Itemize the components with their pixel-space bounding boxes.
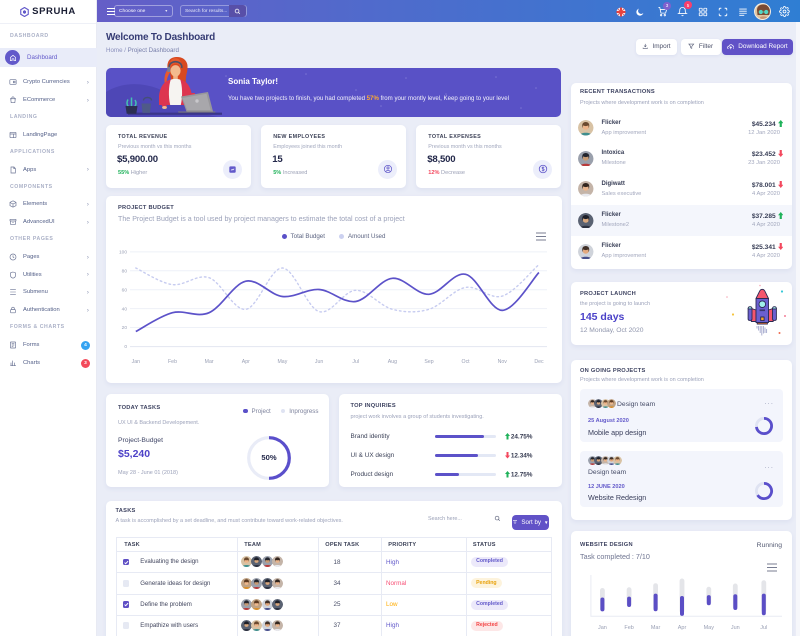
svg-text:0: 0 (124, 344, 127, 350)
svg-text:Aug: Aug (388, 359, 397, 365)
svg-text:Oct: Oct (462, 359, 471, 365)
svg-text:Jan: Jan (598, 625, 607, 631)
svg-text:20: 20 (122, 325, 128, 331)
svg-text:Mar: Mar (651, 625, 661, 631)
svg-text:Apr: Apr (242, 359, 250, 365)
svg-text:Dec: Dec (534, 359, 544, 365)
svg-text:Jan: Jan (132, 359, 140, 365)
svg-text:Feb: Feb (168, 359, 177, 365)
svg-text:May: May (277, 359, 287, 365)
svg-text:May: May (704, 625, 715, 631)
svg-text:Jun: Jun (315, 359, 323, 365)
svg-text:40: 40 (122, 306, 128, 312)
svg-text:100: 100 (119, 249, 127, 255)
svg-text:Mar: Mar (205, 359, 214, 365)
svg-text:Jul: Jul (352, 359, 359, 365)
svg-text:60: 60 (122, 287, 128, 293)
svg-text:80: 80 (122, 268, 128, 274)
svg-text:Jul: Jul (760, 625, 767, 631)
svg-text:Jun: Jun (731, 625, 740, 631)
svg-text:Apr: Apr (678, 625, 687, 631)
svg-text:Nov: Nov (498, 359, 508, 365)
svg-text:Feb: Feb (624, 625, 633, 631)
svg-text:Sep: Sep (424, 359, 433, 365)
